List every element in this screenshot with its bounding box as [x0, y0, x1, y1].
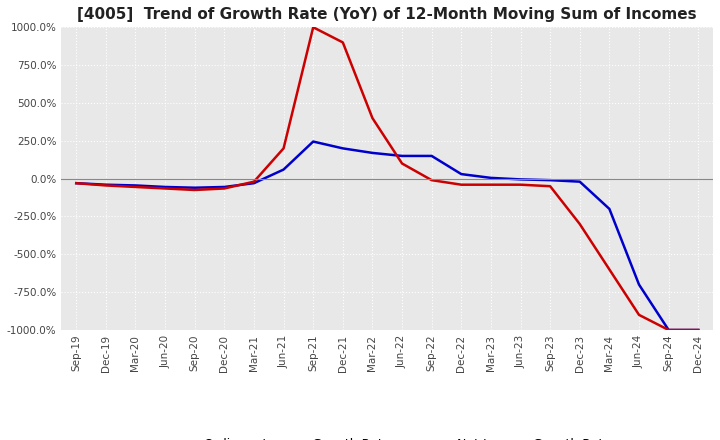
Net Income Growth Rate [487, 182, 495, 187]
Net Income Growth Rate [72, 180, 81, 186]
Legend: Ordinary Income Growth Rate, Net Income Growth Rate: Ordinary Income Growth Rate, Net Income … [158, 433, 616, 440]
Net Income Growth Rate [279, 146, 288, 151]
Line: Net Income Growth Rate: Net Income Growth Rate [76, 27, 698, 330]
Net Income Growth Rate [694, 327, 703, 333]
Ordinary Income Growth Rate [250, 180, 258, 186]
Ordinary Income Growth Rate [131, 183, 140, 188]
Net Income Growth Rate [338, 40, 347, 45]
Ordinary Income Growth Rate [338, 146, 347, 151]
Ordinary Income Growth Rate [102, 182, 110, 187]
Net Income Growth Rate [397, 161, 406, 166]
Ordinary Income Growth Rate [72, 180, 81, 186]
Net Income Growth Rate [368, 115, 377, 121]
Ordinary Income Growth Rate [665, 327, 673, 333]
Net Income Growth Rate [131, 184, 140, 190]
Net Income Growth Rate [250, 179, 258, 184]
Net Income Growth Rate [457, 182, 466, 187]
Net Income Growth Rate [516, 182, 525, 187]
Ordinary Income Growth Rate [309, 139, 318, 144]
Ordinary Income Growth Rate [516, 177, 525, 182]
Ordinary Income Growth Rate [575, 179, 584, 184]
Ordinary Income Growth Rate [457, 172, 466, 177]
Ordinary Income Growth Rate [190, 185, 199, 191]
Ordinary Income Growth Rate [487, 175, 495, 180]
Net Income Growth Rate [428, 177, 436, 183]
Ordinary Income Growth Rate [220, 184, 229, 190]
Net Income Growth Rate [575, 221, 584, 227]
Ordinary Income Growth Rate [368, 150, 377, 156]
Line: Ordinary Income Growth Rate: Ordinary Income Growth Rate [76, 142, 698, 330]
Net Income Growth Rate [546, 183, 554, 189]
Ordinary Income Growth Rate [694, 327, 703, 333]
Title: [4005]  Trend of Growth Rate (YoY) of 12-Month Moving Sum of Incomes: [4005] Trend of Growth Rate (YoY) of 12-… [78, 7, 697, 22]
Net Income Growth Rate [161, 186, 169, 191]
Net Income Growth Rate [102, 183, 110, 188]
Net Income Growth Rate [605, 267, 613, 272]
Ordinary Income Growth Rate [161, 184, 169, 190]
Ordinary Income Growth Rate [428, 153, 436, 158]
Ordinary Income Growth Rate [279, 167, 288, 172]
Net Income Growth Rate [309, 25, 318, 30]
Net Income Growth Rate [665, 327, 673, 333]
Net Income Growth Rate [190, 187, 199, 193]
Ordinary Income Growth Rate [397, 153, 406, 158]
Ordinary Income Growth Rate [605, 206, 613, 212]
Ordinary Income Growth Rate [635, 282, 644, 287]
Net Income Growth Rate [635, 312, 644, 318]
Ordinary Income Growth Rate [546, 177, 554, 183]
Net Income Growth Rate [220, 186, 229, 191]
